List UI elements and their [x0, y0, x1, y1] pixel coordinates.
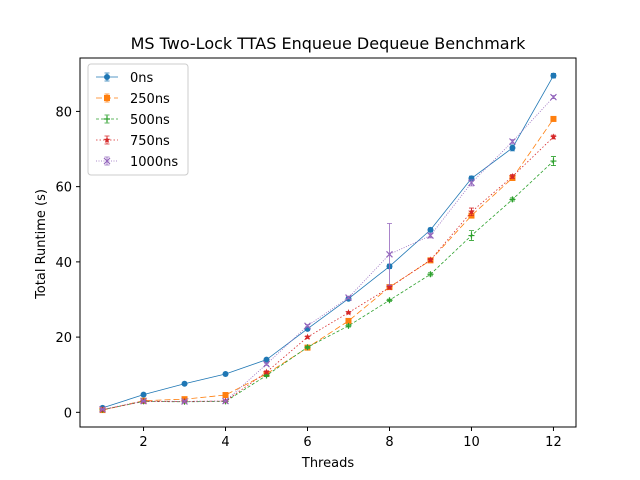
- y-tick-label-80: 80: [55, 105, 72, 120]
- data-point-0ns-11: [509, 144, 516, 151]
- data-point-750ns-7: [345, 309, 352, 316]
- legend-item-500ns: 500ns: [96, 113, 170, 128]
- data-point-1000ns-12: [550, 93, 557, 101]
- data-point-1000ns-8: [386, 250, 393, 258]
- data-point-750ns-11: [509, 172, 516, 180]
- y-tick-label-40: 40: [55, 256, 72, 271]
- x-tick-label-6: 6: [303, 435, 311, 450]
- data-point-0ns-3: [181, 380, 188, 387]
- legend-label-1000ns: 1000ns: [130, 155, 178, 170]
- legend-label-500ns: 500ns: [130, 113, 170, 128]
- data-point-500ns-12: [550, 158, 557, 165]
- data-point-750ns-8: [386, 283, 393, 291]
- legend-box: [87, 63, 189, 176]
- data-point-250ns-12: [550, 115, 557, 122]
- data-point-1000ns-2: [140, 397, 147, 405]
- y-tick-label-0: 0: [64, 406, 72, 421]
- legend-item-1000ns: 1000ns: [96, 155, 178, 170]
- plot-area: [99, 72, 557, 414]
- data-point-750ns-5: [263, 368, 270, 375]
- series-1000ns: [99, 93, 557, 413]
- y-tick-label-60: 60: [55, 181, 72, 196]
- data-point-0ns-2: [140, 391, 147, 398]
- data-point-1000ns-4: [222, 397, 229, 405]
- series-line-750ns: [102, 136, 554, 411]
- axes-frame: [79, 57, 577, 428]
- data-point-1000ns-3: [181, 397, 188, 405]
- data-point-1000ns-10: [468, 179, 475, 187]
- x-tick-label-4: 4: [221, 435, 229, 450]
- data-point-0ns-5: [263, 356, 270, 363]
- legend-item-250ns: 250ns: [96, 92, 170, 107]
- data-point-500ns-7: [345, 322, 352, 329]
- x-tick-label-8: 8: [385, 435, 393, 450]
- legend-item-0ns: 0ns: [96, 71, 154, 86]
- y-axis-label: Total Runtime (s): [34, 189, 49, 300]
- data-point-0ns-9: [427, 226, 434, 233]
- legend-label-750ns: 750ns: [130, 134, 170, 149]
- x-tick-label-2: 2: [139, 435, 147, 450]
- series-line-250ns: [102, 118, 554, 411]
- data-point-500ns-8: [386, 297, 393, 304]
- series-line-0ns: [102, 75, 554, 409]
- data-point-1000ns-7: [345, 294, 352, 302]
- legend-marker-750ns: [103, 136, 111, 143]
- data-point-0ns-4: [222, 370, 229, 377]
- data-point-1000ns-1: [99, 405, 106, 413]
- legend-item-750ns: 750ns: [96, 134, 170, 149]
- legend-marker-500ns: [104, 116, 110, 122]
- data-point-1000ns-11: [509, 138, 516, 145]
- data-point-250ns-7: [345, 317, 352, 324]
- legend-label-0ns: 0ns: [130, 71, 154, 86]
- legend-marker-250ns: [104, 95, 110, 101]
- x-tick-label-12: 12: [545, 435, 562, 450]
- x-tick-label-10: 10: [463, 435, 480, 450]
- data-point-500ns-6: [304, 344, 311, 351]
- x-axis-label: Threads: [301, 456, 354, 471]
- data-point-0ns-12: [550, 72, 557, 79]
- data-point-1000ns-5: [263, 360, 270, 368]
- chart-title: MS Two-Lock TTAS Enqueue Dequeue Benchma…: [131, 34, 527, 53]
- legend-marker-0ns: [104, 74, 110, 80]
- data-point-500ns-9: [427, 271, 434, 278]
- data-point-750ns-12: [550, 133, 557, 140]
- data-point-750ns-10: [468, 208, 475, 215]
- data-point-750ns-9: [427, 256, 434, 263]
- legend-label-250ns: 250ns: [130, 92, 170, 107]
- data-point-500ns-10: [468, 232, 475, 239]
- y-tick-label-20: 20: [55, 331, 72, 346]
- series-line-1000ns: [102, 96, 554, 410]
- legend-marker-1000ns: [103, 157, 111, 165]
- data-point-1000ns-6: [304, 322, 311, 330]
- data-point-500ns-11: [509, 196, 516, 203]
- legend: 0ns 250ns 500ns 750ns 1000ns: [87, 63, 189, 176]
- data-point-1000ns-9: [427, 232, 434, 239]
- data-point-250ns-4: [222, 392, 229, 399]
- data-point-750ns-6: [304, 333, 311, 341]
